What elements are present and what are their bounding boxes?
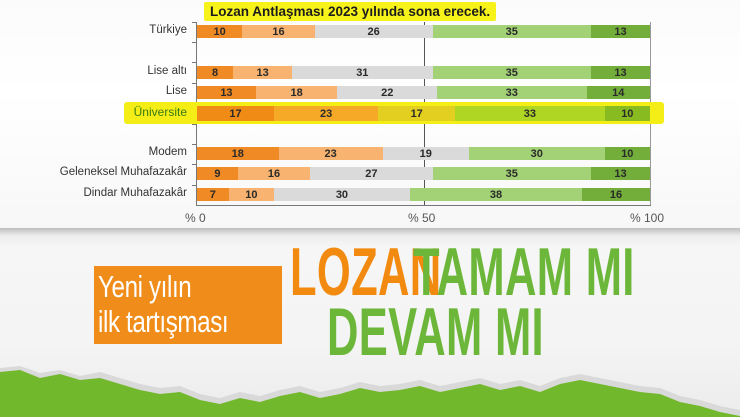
bar-segment: 31	[292, 66, 433, 79]
x-tick-label-100: % 100	[630, 211, 665, 225]
headline-lozan: LOZAN	[290, 234, 442, 310]
bar-segment: 22	[337, 86, 438, 99]
bar-segment: 16	[242, 25, 315, 38]
bar-segment: 35	[432, 167, 592, 180]
chart-panel: Lozan Antlaşması 2023 yılında sona erece…	[0, 0, 740, 232]
row-label-universite: Üniversite	[133, 105, 187, 119]
bar-segment: 13	[197, 86, 256, 99]
bar-lise: 13 18 22 33 14	[197, 86, 650, 99]
y-tick	[192, 185, 197, 186]
bar-segment: 30	[468, 147, 605, 160]
bar-segment: 26	[314, 25, 433, 38]
bar-segment: 18	[197, 147, 279, 160]
y-tick	[192, 62, 197, 63]
bar-segment: 27	[310, 167, 433, 180]
bar-segment: 13	[591, 25, 650, 38]
bar-segment: 7	[197, 188, 229, 201]
x-axis-line	[196, 205, 651, 206]
bar-segment: 14	[586, 86, 650, 99]
bar-turkiye: 10 16 26 35 13	[197, 25, 650, 38]
bar-segment: 17	[197, 106, 274, 121]
bar-segment: 38	[409, 188, 583, 201]
torn-paper-green-edge	[0, 366, 740, 417]
bar-segment: 13	[591, 167, 650, 180]
row-label-lise-alti: Lise altı	[147, 65, 187, 77]
bar-segment: 17	[378, 106, 456, 121]
bar-segment: 8	[197, 66, 234, 79]
headline-tamam-mi: TAMAM MI	[413, 234, 635, 310]
y-tick	[192, 22, 197, 23]
y-tick	[192, 164, 197, 165]
bar-segment: 18	[255, 86, 338, 99]
bar-segment: 13	[233, 66, 293, 79]
bar-segment: 23	[274, 106, 379, 121]
row-label-modem: Modem	[148, 146, 187, 158]
bar-lise-alti: 8 13 31 35 13	[197, 66, 650, 79]
bar-segment: 23	[278, 147, 383, 160]
bar-segment: 35	[432, 25, 592, 38]
bar-modem: 18 23 19 30 10	[197, 147, 650, 160]
x-tick-label-50: % 50	[408, 211, 436, 225]
subtitle-line-2: ilk tartışması	[98, 304, 229, 339]
x-tick-label-0: % 0	[185, 211, 206, 225]
subtitle-box: Yeni yılın ilk tartışması	[94, 266, 282, 344]
bar-segment: 10	[604, 147, 650, 160]
subtitle-line-1: Yeni yılın	[98, 269, 192, 304]
bar-segment: 35	[432, 66, 592, 79]
bar-segment: 10	[604, 106, 650, 121]
y-tick	[192, 42, 197, 43]
y-tick	[192, 83, 197, 84]
bar-segment: 10	[228, 188, 274, 201]
bar-segment: 16	[237, 167, 311, 180]
row-label-turkiye: Türkiye	[149, 24, 187, 36]
y-tick	[192, 124, 197, 125]
headline-devam-mi: DEVAM MI	[327, 294, 544, 370]
bar-dindar-muhafazakar: 7 10 30 38 16	[197, 188, 650, 201]
bar-segment: 13	[591, 66, 650, 79]
row-label-dindar-muhafazakar: Dindar Muhafazakâr	[83, 187, 187, 199]
chart-title: Lozan Antlaşması 2023 yılında sona erece…	[204, 2, 497, 21]
bar-segment: 19	[382, 147, 469, 160]
bar-segment: 33	[437, 86, 587, 99]
bar-geleneksel-muhafazakar: 9 16 27 35 13	[197, 167, 650, 180]
bar-segment: 10	[197, 25, 243, 38]
bar-segment: 33	[455, 106, 605, 121]
bar-universite: 17 23 17 33 10	[197, 106, 650, 121]
y-tick	[192, 144, 197, 145]
row-label-lise: Lise	[165, 85, 187, 97]
bar-segment: 30	[274, 188, 410, 201]
row-label-geleneksel-muhafazakar: Geleneksel Muhafazakâr	[59, 166, 187, 178]
banner-shadow	[0, 228, 740, 236]
bar-segment: 16	[582, 188, 650, 201]
bar-segment: 9	[197, 167, 238, 180]
